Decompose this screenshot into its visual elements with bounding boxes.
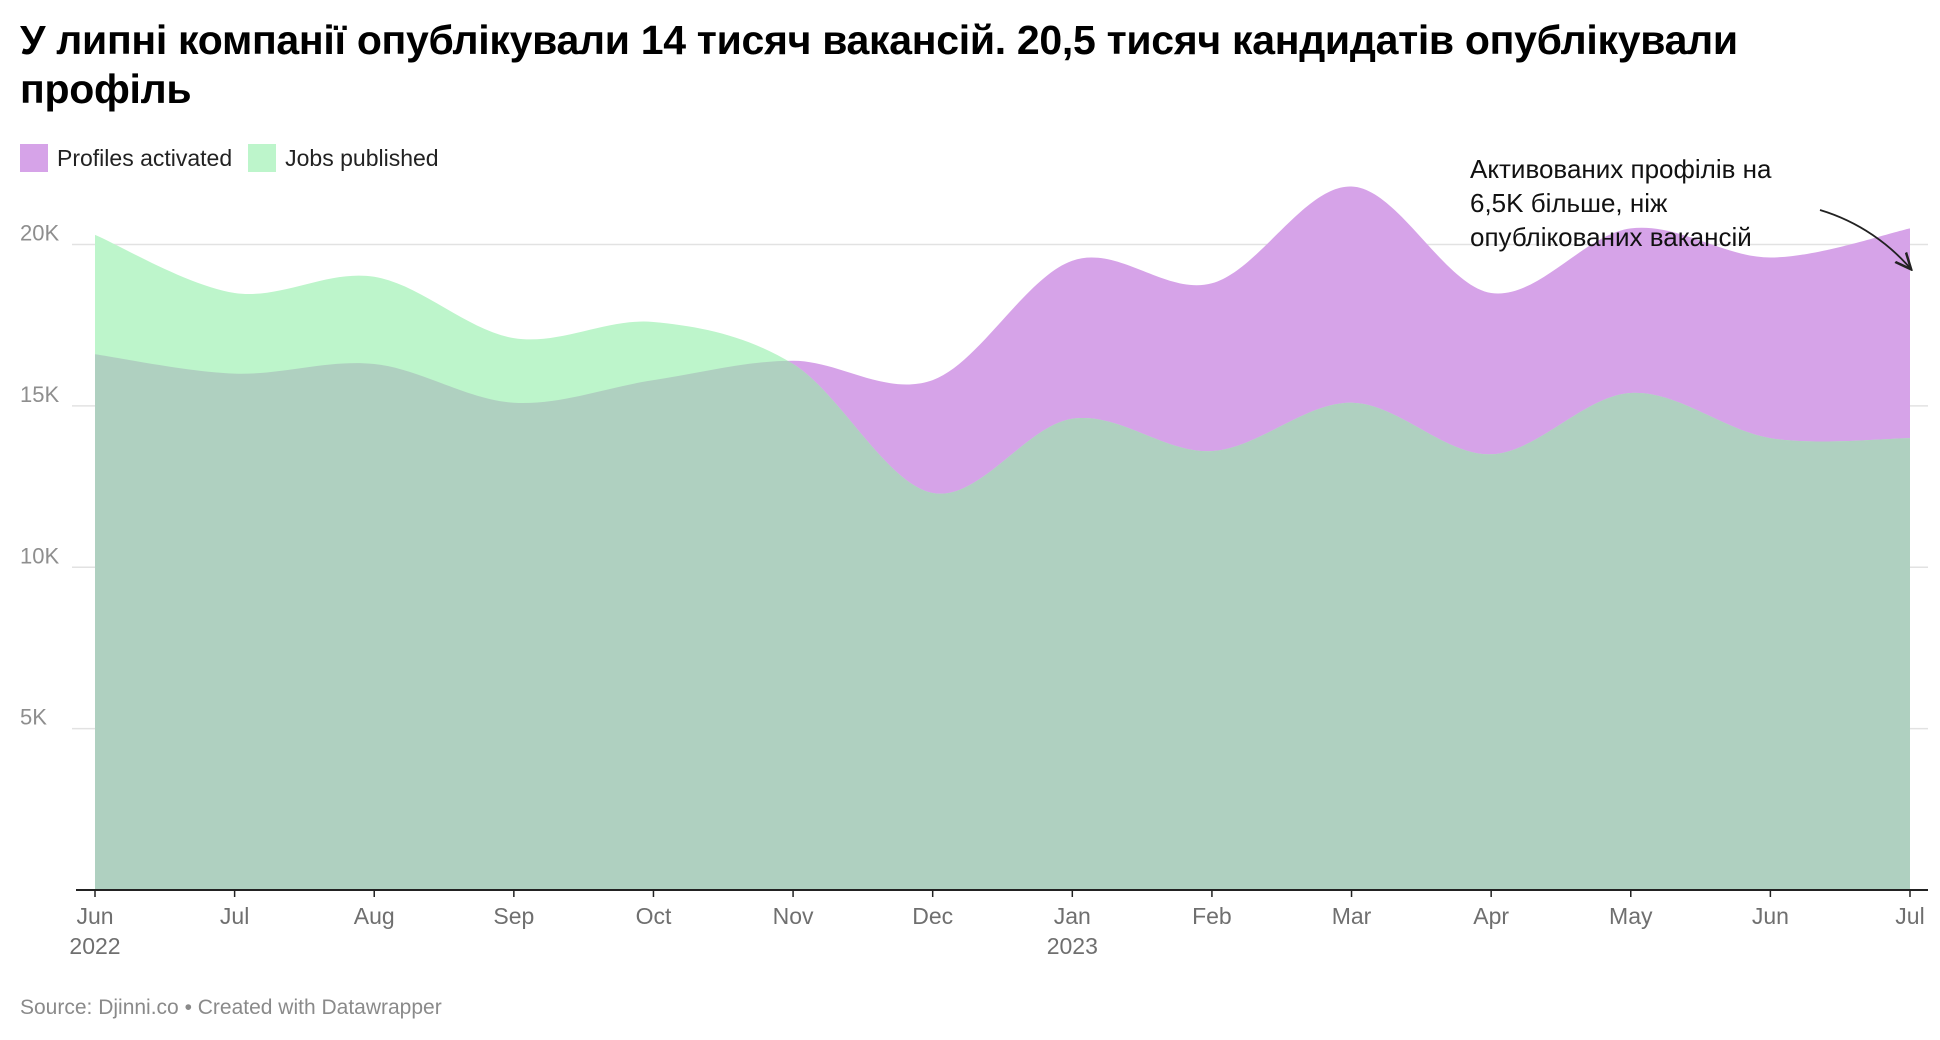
annotation-arrow <box>1819 209 1910 268</box>
x-tick-year-label: 2023 <box>1047 933 1098 959</box>
x-tick-label: Jul <box>220 903 249 929</box>
legend-item-jobs: Jobs published <box>248 144 439 172</box>
chart-title: У липні компанії опублікували 14 тисяч в… <box>20 17 1738 112</box>
x-tick-label: Jun <box>1752 903 1789 929</box>
x-tick-label: Dec <box>912 903 953 929</box>
legend-label-profiles: Profiles activated <box>57 144 233 171</box>
annotation-line-1: Активованих профілів на <box>1470 154 1772 184</box>
source-footer: Source: Djinni.co • Created with Datawra… <box>20 996 442 1019</box>
y-tick-label: 5K <box>20 705 47 730</box>
legend-label-jobs: Jobs published <box>285 144 439 171</box>
legend-item-profiles: Profiles activated <box>20 144 232 172</box>
x-tick-label: Aug <box>354 903 395 929</box>
x-tick-label: Jun <box>76 903 113 929</box>
annotation-line-2: 6,5K більше, ніж <box>1470 188 1668 218</box>
x-tick-label: Jul <box>1895 903 1924 929</box>
annotation-line-3: опублікованих вакансій <box>1470 222 1752 252</box>
y-tick-label: 10K <box>20 543 59 568</box>
legend: Profiles activated Jobs published <box>20 144 455 172</box>
x-tick-label: Feb <box>1192 903 1232 929</box>
x-tick-label: Sep <box>493 903 534 929</box>
x-tick-year-label: 2022 <box>69 933 120 959</box>
x-tick-label: Oct <box>636 903 672 929</box>
legend-swatch-jobs <box>248 144 277 172</box>
x-tick-label: Nov <box>773 903 814 929</box>
annotation: Активованих профілів на 6,5K більше, ніж… <box>1470 152 1830 254</box>
x-tick-label: Apr <box>1473 903 1509 929</box>
y-tick-label: 20K <box>20 221 59 246</box>
x-tick-label: May <box>1609 903 1653 929</box>
legend-swatch-profiles <box>20 144 48 172</box>
x-tick-label: Jan <box>1054 903 1091 929</box>
y-tick-label: 15K <box>20 382 59 407</box>
x-tick-label: Mar <box>1332 903 1372 929</box>
